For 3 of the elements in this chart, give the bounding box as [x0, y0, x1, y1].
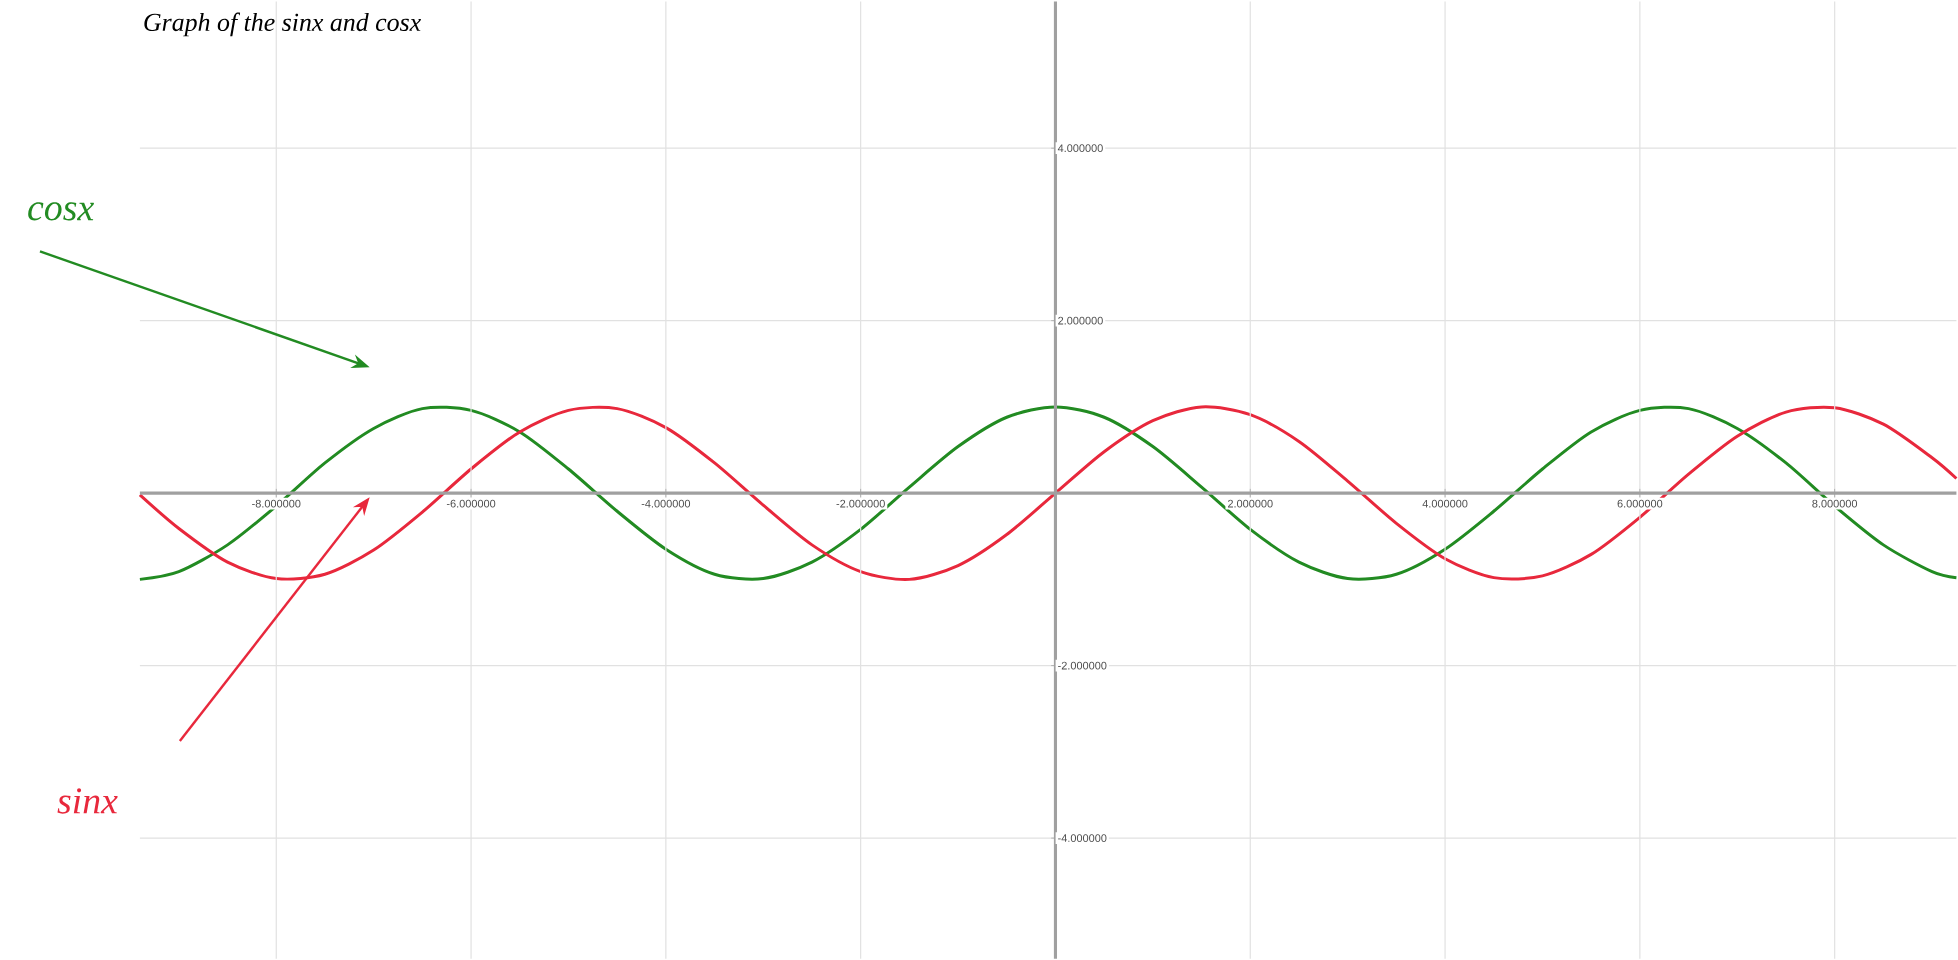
chart-title: Graph of the sinx and cosx: [144, 12, 421, 37]
text: cosx: [28, 202, 94, 221]
text: sinx: [57, 788, 118, 814]
